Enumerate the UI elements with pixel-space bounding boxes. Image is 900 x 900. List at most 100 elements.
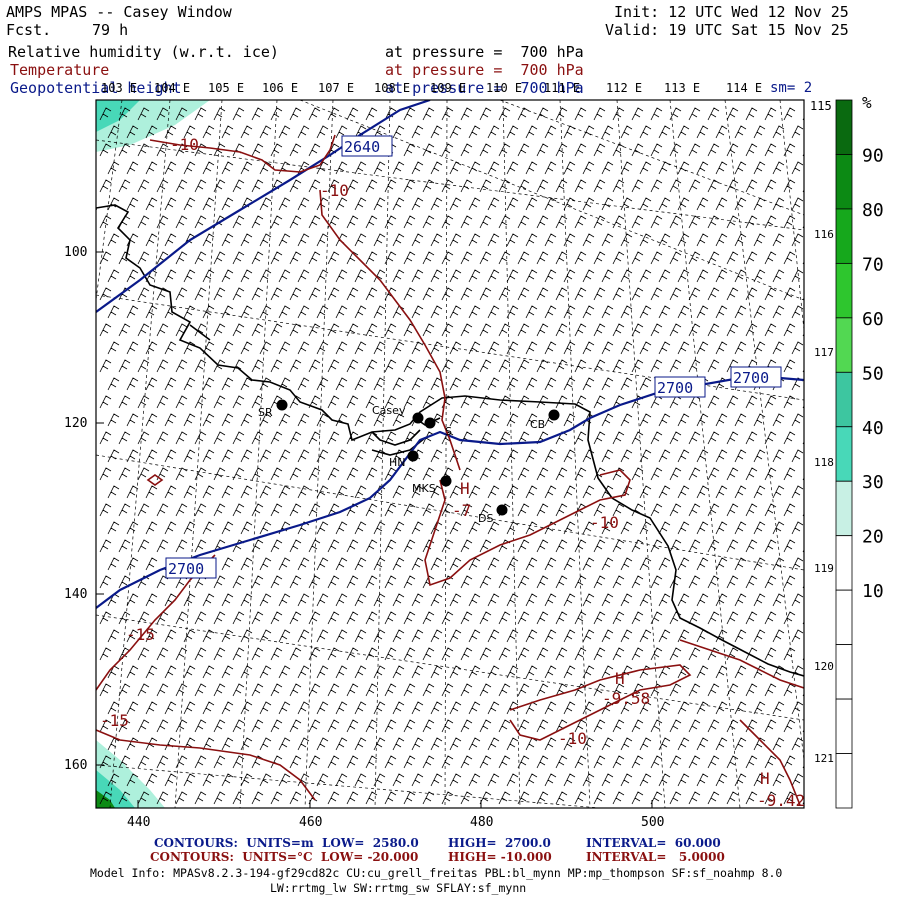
model-info: Model Info: MPASv8.2.3-194-gf29cd82c CU:… xyxy=(90,866,783,880)
temp-contour-interval: INTERVAL= 5.0000 xyxy=(586,850,725,864)
temp-contour-high: HIGH= -10.000 xyxy=(448,850,552,864)
height-label-2700-b: 2700 xyxy=(733,369,769,387)
colorbar-swatch xyxy=(835,208,853,264)
temp-label-m15-a: -15 xyxy=(126,625,155,644)
height-contour-interval: INTERVAL= 60.000 xyxy=(586,836,721,850)
lon-label: 110 E xyxy=(486,81,522,95)
temp-label-max-a: -9.58 xyxy=(602,689,650,708)
lon-label: 109 E xyxy=(430,81,466,95)
height-contour-info: CONTOURS: UNITS=m LOW= 2580.0 xyxy=(154,836,419,850)
forecast-label: Fcst. xyxy=(6,21,52,39)
colorbar-swatch xyxy=(835,426,853,482)
height-contour-high: HIGH= 2700.0 xyxy=(448,836,551,850)
colorbar-swatch xyxy=(835,535,853,591)
colorbar-swatch xyxy=(835,753,853,809)
wind-barb-field xyxy=(99,107,804,805)
x-tick-label: 440 xyxy=(127,815,150,830)
x-tick-label: 460 xyxy=(299,815,322,830)
colorbar-swatch xyxy=(835,480,853,537)
temp-high-marker-a: H xyxy=(460,479,470,498)
colorbar-swatch xyxy=(835,317,853,373)
temp-label-m10-b: -10 xyxy=(320,181,349,200)
station-casey-label: Casey xyxy=(372,404,406,417)
station-sr-marker xyxy=(276,399,288,411)
colorbar-level-label: 10 xyxy=(862,581,884,602)
y-tick-label: 160 xyxy=(64,758,87,773)
colorbar-swatch xyxy=(835,99,853,155)
valid-time: Valid: 19 UTC Sat 15 Nov 25 xyxy=(605,21,849,39)
lon-label: 104 E xyxy=(154,81,190,95)
temp-label-m10-a: -10 xyxy=(170,135,199,154)
x-tick-label: 480 xyxy=(470,815,493,830)
colorbar-swatch xyxy=(835,589,853,646)
temperature-labels: -10 -10 -15 -15 -10 -10 -9.58 -9.42 -7 H… xyxy=(100,135,805,810)
colorbar-swatch xyxy=(835,262,853,319)
y-tick-label: 140 xyxy=(64,587,87,602)
x-axis: 440 460 480 500 xyxy=(127,800,664,830)
lon-label: 113 E xyxy=(664,81,700,95)
map-title: AMPS MPAS -- Casey Window xyxy=(6,3,232,21)
lon-label: 111 E xyxy=(544,81,580,95)
field-temp-level: at pressure = 700 hPa xyxy=(385,61,584,79)
colorbar-level-label: 20 xyxy=(862,527,884,548)
graticule xyxy=(96,100,804,808)
temp-label-m10-c: -10 xyxy=(590,513,619,532)
y-axis: 100 120 140 160 xyxy=(64,245,104,773)
field-height-level: at pressure = 700 hPa xyxy=(385,79,584,97)
temp-high-marker-c: H xyxy=(760,769,770,788)
colorbar-level-label: 70 xyxy=(862,254,884,275)
station-s-marker xyxy=(424,417,436,429)
lon-label: 105 E xyxy=(208,81,244,95)
height-labels: 2640 2700 2700 2700 xyxy=(165,135,782,579)
height-label-2700-a: 2700 xyxy=(657,379,693,397)
colorbar-swatch xyxy=(835,698,853,754)
colorbar-level-label: 90 xyxy=(862,145,884,166)
lon-label: 106 E xyxy=(262,81,298,95)
smoothing-label: sm= 2 xyxy=(770,80,812,96)
y-tick-label: 120 xyxy=(64,416,87,431)
lon-label: 112 E xyxy=(606,81,642,95)
colorbar-level-label: 30 xyxy=(862,472,884,493)
model-info-physics: LW:rrtmg_lw SW:rrtmg_sw SFLAY:sf_mynn xyxy=(270,881,527,895)
colorbar-level-label: 40 xyxy=(862,418,884,439)
longitude-labels: 103 E 104 E 105 E 106 E 107 E 108 E 109 … xyxy=(101,81,846,113)
station-sr-label: SR xyxy=(258,406,273,419)
height-label-2700-c: 2700 xyxy=(168,560,204,578)
rh-colorbar xyxy=(835,99,853,809)
colorbar-labels: 90 80 70 60 50 40 30 20 10 xyxy=(862,145,884,602)
colorbar-swatch xyxy=(835,371,853,428)
field-temp-name: Temperature xyxy=(10,61,110,79)
colorbar-unit: % xyxy=(862,93,872,112)
lon-label: 108 E xyxy=(374,81,410,95)
coastline xyxy=(96,204,804,677)
station-ds-marker xyxy=(496,504,508,516)
plot-frame xyxy=(95,99,805,809)
stations: SR Casey CB HN MKS DS S xyxy=(258,399,560,525)
station-s-label: S xyxy=(445,425,452,438)
forecast-hour: 79 h xyxy=(92,21,129,39)
colorbar-swatch xyxy=(835,644,853,700)
height-label-2640: 2640 xyxy=(344,138,380,156)
rh-shading xyxy=(96,100,210,808)
colorbar-level-label: 50 xyxy=(862,363,884,384)
wind-barbs xyxy=(99,107,804,805)
temp-label-m15-b: -15 xyxy=(100,711,129,730)
colorbar-level-label: 60 xyxy=(862,309,884,330)
lon-label: 107 E xyxy=(318,81,354,95)
station-casey-marker xyxy=(412,412,424,424)
station-cb-label: CB xyxy=(530,418,545,431)
x-tick-label: 500 xyxy=(641,815,664,830)
colorbar-level-label: 80 xyxy=(862,200,884,221)
station-hn-label: HN xyxy=(389,456,406,469)
temp-high-marker-b: H xyxy=(615,669,625,688)
station-mks-marker xyxy=(440,475,452,487)
lon-label: 103 E xyxy=(101,81,137,95)
field-rh-level: at pressure = 700 hPa xyxy=(385,43,584,61)
init-time: Init: 12 UTC Wed 12 Nov 25 xyxy=(614,3,849,21)
field-rh-name: Relative humidity (w.r.t. ice) xyxy=(8,43,279,61)
station-cb-marker xyxy=(548,409,560,421)
station-hn-marker xyxy=(407,450,419,462)
station-ds-label: DS xyxy=(478,512,493,525)
temp-label-m7: -7 xyxy=(452,501,471,520)
